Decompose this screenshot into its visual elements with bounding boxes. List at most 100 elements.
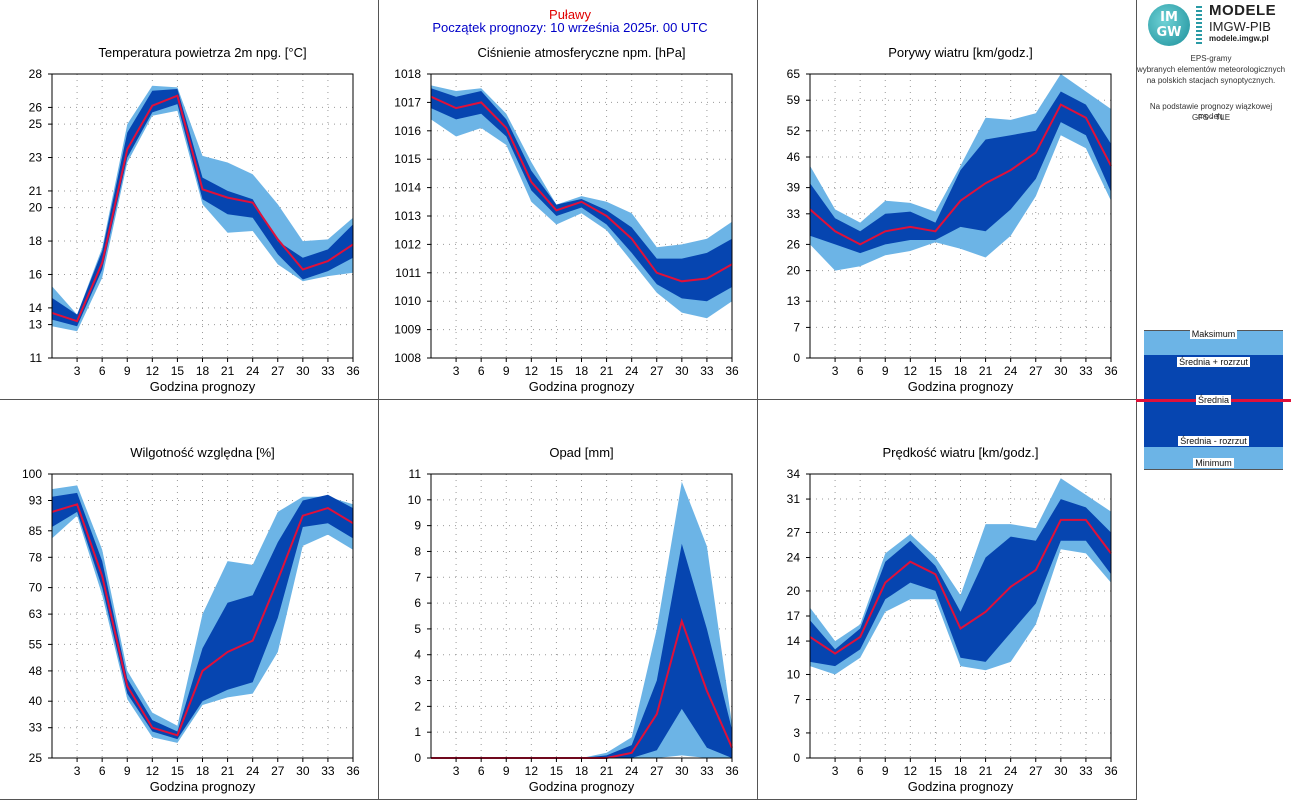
logo-stripes-icon	[1196, 6, 1202, 46]
y-tick-label: 26	[29, 100, 43, 114]
mean-line	[51, 503, 354, 737]
x-tick-label: 18	[196, 364, 210, 378]
x-tick-label: 18	[575, 764, 589, 778]
y-tick-label: 8	[414, 544, 421, 558]
x-tick-label: 33	[1079, 764, 1093, 778]
x-tick-label: 3	[453, 764, 460, 778]
chart-title: Prędkość wiatru [km/godz.]	[882, 445, 1038, 460]
y-tick-label: 17	[787, 609, 801, 623]
chart-panel: 1008 1009 1010 1011 1012 1013 1014 1015 1016 1017…	[379, 0, 758, 400]
y-tick-label: 70	[29, 581, 43, 595]
y-tick-label: 11	[30, 351, 43, 365]
x-tick-label: 27	[271, 764, 285, 778]
x-axis-label: Godzina prognozy	[908, 379, 1014, 394]
logo-url[interactable]: modele.imgw.pl	[1209, 34, 1269, 43]
mean-line	[51, 94, 354, 323]
x-tick-label: 30	[675, 364, 689, 378]
y-tick-label: 1017	[394, 95, 421, 109]
y-tick-label: 63	[29, 607, 43, 621]
y-tick-label: 65	[787, 67, 801, 81]
station-name: Puławy	[549, 7, 591, 22]
x-tick-label: 18	[954, 364, 968, 378]
y-tick-label: 20	[787, 584, 801, 598]
y-tick-label: 34	[787, 467, 801, 481]
x-tick-label: 12	[904, 364, 918, 378]
y-tick-label: 59	[787, 93, 801, 107]
x-tick-label: 6	[478, 764, 485, 778]
y-tick-label: 25	[29, 117, 43, 131]
y-tick-label: 20	[29, 201, 43, 215]
x-axis-label: Godzina prognozy	[908, 779, 1014, 794]
y-tick-label: 0	[414, 751, 421, 765]
x-tick-label: 3	[74, 364, 81, 378]
y-tick-label: 14	[29, 301, 43, 315]
x-tick-label: 36	[346, 364, 360, 378]
y-tick-label: 18	[29, 234, 43, 248]
imgw-logo[interactable]: IM GW MODELE IMGW-PIB modele.imgw.pl	[1146, 2, 1288, 48]
chart-panel: 0 1 2 3 4 5 6 7 8 9 10 11 3 6 9 12 15 18 21 24 27 30 33 36 Godzi…	[379, 400, 758, 800]
x-tick-label: 18	[575, 364, 589, 378]
chart-title: Wilgotność względna [%]	[130, 445, 275, 460]
description-line: na polskich stacjach synoptycznych.	[1146, 76, 1276, 85]
description-line: Na podstawie prognozy wiązkowej modelu	[1149, 102, 1273, 121]
x-axis-label: Godzina prognozy	[150, 379, 256, 394]
y-tick-label: 16	[29, 267, 43, 281]
x-tick-label: 21	[600, 764, 614, 778]
chart-title: Opad [mm]	[549, 445, 613, 460]
y-tick-label: 1012	[394, 237, 421, 251]
y-tick-label: 28	[29, 67, 43, 81]
mean-line	[809, 103, 1112, 246]
y-tick-label: 52	[787, 124, 801, 138]
spread-band	[431, 543, 732, 758]
y-tick-label: 93	[29, 494, 43, 508]
y-tick-label: 33	[29, 721, 43, 735]
y-tick-label: 1014	[394, 181, 421, 195]
y-tick-label: 1011	[395, 266, 421, 280]
y-tick-label: 27	[787, 525, 801, 539]
y-tick-label: 31	[787, 492, 801, 506]
x-tick-label: 30	[296, 364, 310, 378]
y-tick-label: 33	[787, 207, 801, 221]
x-tick-label: 6	[857, 364, 864, 378]
x-tick-label: 36	[1104, 764, 1118, 778]
y-tick-label: 4	[414, 648, 421, 662]
y-tick-label: 1009	[394, 323, 421, 337]
x-tick-label: 21	[600, 364, 614, 378]
x-tick-label: 15	[171, 764, 185, 778]
chart-panel: 25 33 40 48 55 63 70 78 85 93 100 3 6 9 12 15 18 21 24 27 30…	[0, 400, 379, 800]
x-tick-label: 3	[832, 764, 839, 778]
spread-band	[52, 492, 353, 740]
y-tick-label: 5	[414, 622, 421, 636]
y-tick-label: 9	[414, 519, 421, 533]
x-tick-label: 9	[124, 364, 131, 378]
legend-mean-minus-label: Średnia - rozrzut	[1178, 436, 1249, 446]
chart-panel: 0 3 7 10 14 17 20 24 27 31 34 3 6 9 12 15 18 21 24 27 30 33 36…	[758, 400, 1137, 800]
y-tick-label: 3	[793, 726, 800, 740]
x-tick-label: 18	[196, 764, 210, 778]
mean-line	[809, 518, 1112, 655]
x-tick-label: 24	[625, 764, 639, 778]
x-tick-label: 36	[1104, 364, 1118, 378]
chart-grid-lines	[52, 73, 354, 359]
y-tick-label: 21	[29, 184, 43, 198]
x-tick-label: 15	[550, 364, 564, 378]
y-tick-label: 14	[787, 634, 801, 648]
x-tick-label: 21	[979, 764, 993, 778]
chart-title: Temperatura powietrza 2m npg. [°C]	[98, 45, 306, 60]
spread-band	[810, 91, 1111, 254]
y-tick-label: 1018	[394, 67, 421, 81]
x-tick-label: 33	[700, 764, 714, 778]
x-tick-label: 33	[321, 364, 335, 378]
y-tick-label: 24	[787, 551, 801, 565]
y-tick-label: 13	[787, 294, 801, 308]
y-tick-label: 0	[793, 351, 800, 365]
logo-subtitle: IMGW-PIB	[1209, 19, 1271, 34]
y-tick-label: 7	[414, 570, 421, 584]
y-tick-label: 78	[29, 550, 43, 564]
description-line: GFS - TLE	[1191, 113, 1231, 122]
